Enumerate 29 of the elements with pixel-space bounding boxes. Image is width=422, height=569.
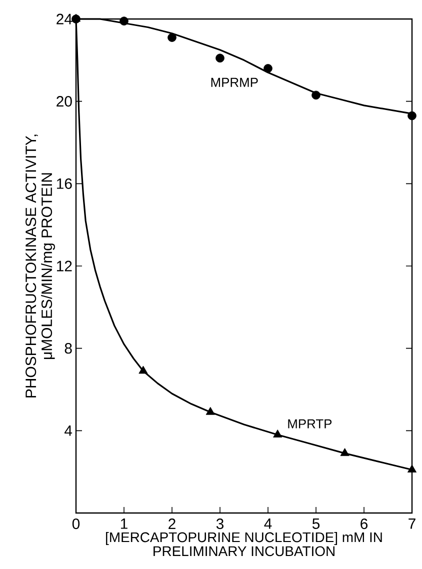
point — [120, 16, 128, 26]
x-tick-label: 3 — [216, 518, 224, 530]
y-axis-title: PHOSPHOFRUCTOKINASE ACTIVITY, μMOLES/MIN/mg PROTEIN — [26, 134, 56, 398]
y-tick-label: 8 — [64, 343, 72, 354]
y-tick-label: 20 — [56, 96, 72, 107]
x-tick-label: 2 — [168, 518, 176, 529]
point — [206, 406, 215, 415]
y-tick-label: 24 — [56, 14, 72, 24]
x-axis-title: [MERCAPTOPURINE NUCLEOTIDE] mM IN PRELIMINARY INCUBATION — [106, 532, 382, 556]
point — [264, 64, 272, 73]
y-tick-label: 12 — [57, 260, 72, 272]
point — [168, 33, 176, 42]
point — [273, 430, 282, 438]
point — [340, 448, 350, 456]
x-tick-label: 1 — [120, 518, 128, 529]
x-tick-label: 6 — [360, 518, 368, 530]
point — [216, 54, 224, 63]
point — [138, 366, 148, 374]
y-tick-label: 4 — [64, 426, 72, 436]
x-tick-label: 5 — [312, 518, 320, 529]
series-label: MPRMP — [211, 78, 258, 87]
point — [408, 111, 416, 120]
point — [312, 90, 320, 100]
x-tick-label: 0 — [72, 518, 80, 530]
x-tick-label: 4 — [264, 518, 272, 529]
point — [407, 464, 417, 472]
x-tick-label: 7 — [408, 518, 416, 529]
series-label: MPRTP — [288, 419, 332, 428]
y-tick-label: 16 — [57, 178, 72, 189]
